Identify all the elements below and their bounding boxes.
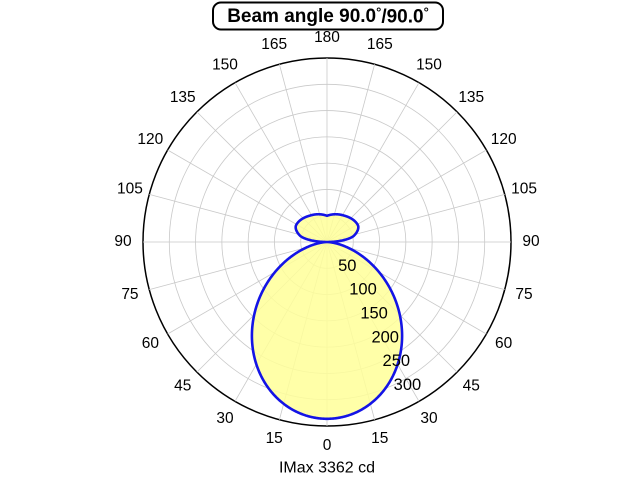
svg-text:50: 50 bbox=[338, 257, 356, 275]
svg-text:120: 120 bbox=[137, 131, 163, 148]
svg-text:300: 300 bbox=[394, 376, 422, 394]
svg-text:90: 90 bbox=[114, 233, 132, 250]
svg-text:150: 150 bbox=[212, 56, 238, 73]
svg-text:45: 45 bbox=[174, 377, 191, 394]
svg-text:75: 75 bbox=[515, 286, 532, 303]
svg-text:60: 60 bbox=[142, 335, 160, 352]
svg-text:165: 165 bbox=[261, 36, 287, 53]
svg-text:165: 165 bbox=[367, 36, 393, 53]
svg-text:200: 200 bbox=[371, 328, 399, 346]
svg-text:30: 30 bbox=[420, 410, 438, 427]
svg-text:15: 15 bbox=[371, 430, 388, 447]
svg-text:120: 120 bbox=[491, 131, 517, 148]
svg-text:180: 180 bbox=[314, 29, 340, 46]
svg-text:100: 100 bbox=[349, 281, 377, 299]
svg-text:105: 105 bbox=[511, 180, 537, 197]
svg-text:135: 135 bbox=[170, 89, 196, 106]
svg-text:105: 105 bbox=[117, 180, 143, 197]
svg-text:150: 150 bbox=[416, 56, 442, 73]
svg-text:IMax 3362 cd: IMax 3362 cd bbox=[279, 460, 375, 477]
svg-text:60: 60 bbox=[495, 335, 513, 352]
svg-text:75: 75 bbox=[121, 286, 138, 303]
svg-text:250: 250 bbox=[383, 352, 411, 370]
svg-text:45: 45 bbox=[463, 377, 480, 394]
svg-text:150: 150 bbox=[360, 304, 388, 322]
svg-text:Beam angle 90.0°/90.0°: Beam angle 90.0°/90.0° bbox=[227, 4, 429, 27]
svg-text:15: 15 bbox=[266, 430, 283, 447]
svg-text:90: 90 bbox=[522, 233, 540, 250]
svg-text:135: 135 bbox=[458, 89, 484, 106]
svg-text:30: 30 bbox=[216, 410, 234, 427]
svg-text:0: 0 bbox=[323, 437, 332, 454]
